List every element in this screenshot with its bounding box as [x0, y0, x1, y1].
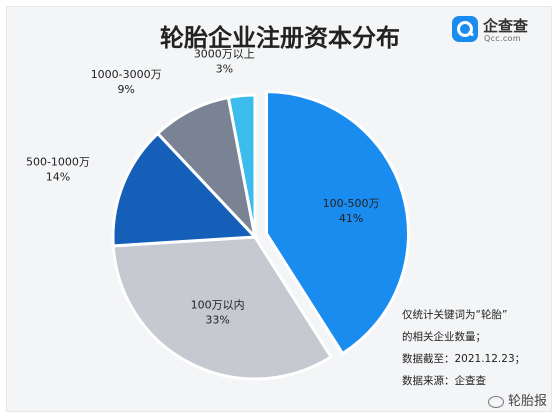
footnote-line: 数据来源：企查查	[402, 375, 486, 387]
pie-slice	[155, 95, 258, 242]
pie-slice	[111, 235, 334, 381]
watermark-text: 轮胎报	[508, 394, 548, 409]
slice-label: 1000-3000万 9%	[91, 68, 162, 96]
slice-label: 3000万以上 3%	[194, 48, 255, 76]
slice-label: 100万以内 33%	[191, 297, 245, 326]
wechat-icon	[488, 395, 504, 408]
watermark: 轮胎报	[488, 390, 547, 409]
chart-title: 轮胎企业注册资本分布	[160, 24, 400, 52]
pie-slice	[111, 131, 259, 248]
slice-label: 100-500万 41%	[323, 197, 380, 225]
qcc-logo: 企查查 Qcc.com	[452, 14, 544, 46]
search-logo-icon	[452, 16, 478, 42]
slice-label: 500-1000万 14%	[26, 156, 90, 184]
pie-slice	[226, 93, 257, 238]
footnote-line: 数据截至：2021.12.23；	[402, 353, 526, 365]
footnote: 仅统计关键词为“轮胎” 的相关企业数量； 数据截至：2021.12.23； 数据…	[402, 304, 552, 392]
footnote-line: 仅统计关键词为“轮胎”	[402, 309, 508, 321]
footnote-line: 的相关企业数量；	[402, 331, 486, 343]
pie-slice	[265, 90, 410, 356]
logo-name: 企查查	[483, 17, 529, 35]
logo-url: Qcc.com	[484, 34, 521, 43]
